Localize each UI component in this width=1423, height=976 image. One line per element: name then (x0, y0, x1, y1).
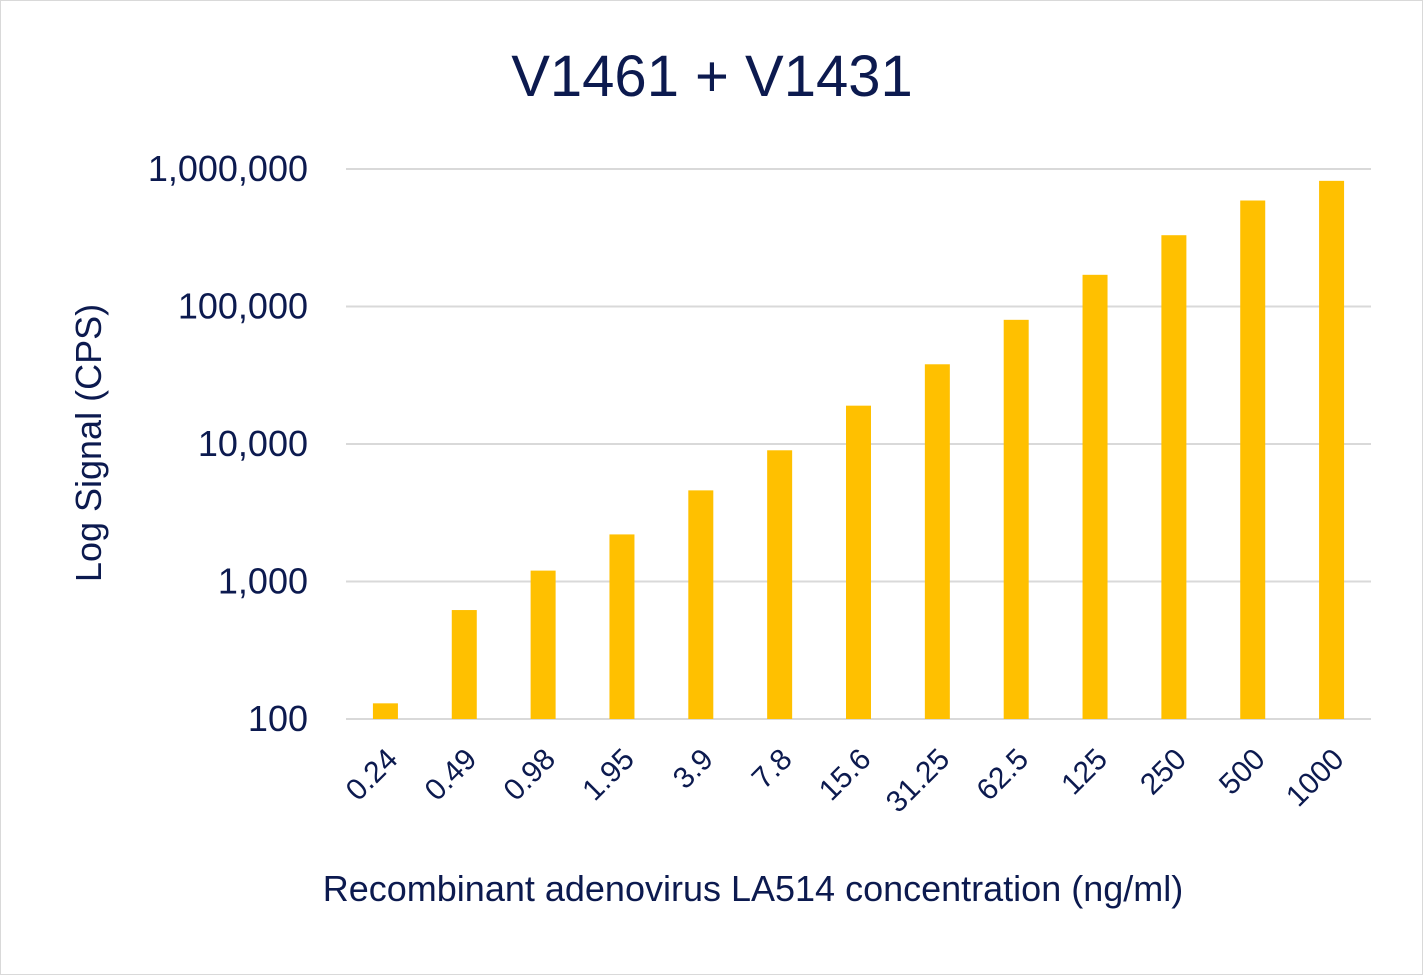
y-tick-label: 1,000,000 (148, 148, 308, 189)
x-tick-label: 500 (1213, 743, 1272, 802)
y-axis-label: Log Signal (CPS) (68, 304, 109, 582)
x-tick-label: 15.6 (813, 743, 878, 808)
chart-title: V1461 + V1431 (511, 44, 913, 109)
x-tick-label: 62.5 (971, 743, 1036, 808)
y-tick-label: 10,000 (198, 423, 308, 464)
bar (1319, 180, 1345, 720)
y-axis-ticks: 100 1,000 10,000 100,000 1,000,000 (148, 148, 308, 739)
x-tick-label: 3.9 (667, 743, 720, 796)
y-tick-label: 1,000 (218, 561, 308, 602)
bars (372, 180, 1345, 720)
x-axis-ticks: 0.24 0.49 0.98 1.95 3.9 7.8 15.6 31.25 62.5 125 25… (340, 743, 1351, 819)
bar (1003, 319, 1029, 719)
x-tick-label: 31.25 (880, 743, 956, 819)
bar (451, 610, 477, 719)
bar (688, 490, 714, 719)
bar (372, 703, 398, 719)
x-tick-label: 125 (1055, 743, 1114, 802)
y-tick-label: 100,000 (178, 286, 308, 327)
x-axis-label: Recombinant adenovirus LA514 concentrati… (323, 868, 1183, 909)
x-tick-label: 0.98 (497, 743, 562, 808)
x-tick-label: 1.95 (576, 743, 641, 808)
x-tick-label: 0.24 (340, 743, 405, 808)
y-tick-label: 100 (248, 698, 308, 739)
bar (846, 405, 871, 719)
x-tick-label: 1000 (1280, 743, 1351, 814)
x-tick-label: 0.49 (419, 743, 484, 808)
bar (767, 450, 793, 719)
bar (1082, 274, 1108, 719)
x-tick-label: 7.8 (746, 743, 799, 796)
bar (530, 570, 556, 719)
bar (1161, 235, 1187, 719)
x-tick-label: 250 (1134, 743, 1193, 802)
bar (609, 534, 635, 719)
bar (1240, 200, 1266, 720)
bar (924, 364, 950, 719)
